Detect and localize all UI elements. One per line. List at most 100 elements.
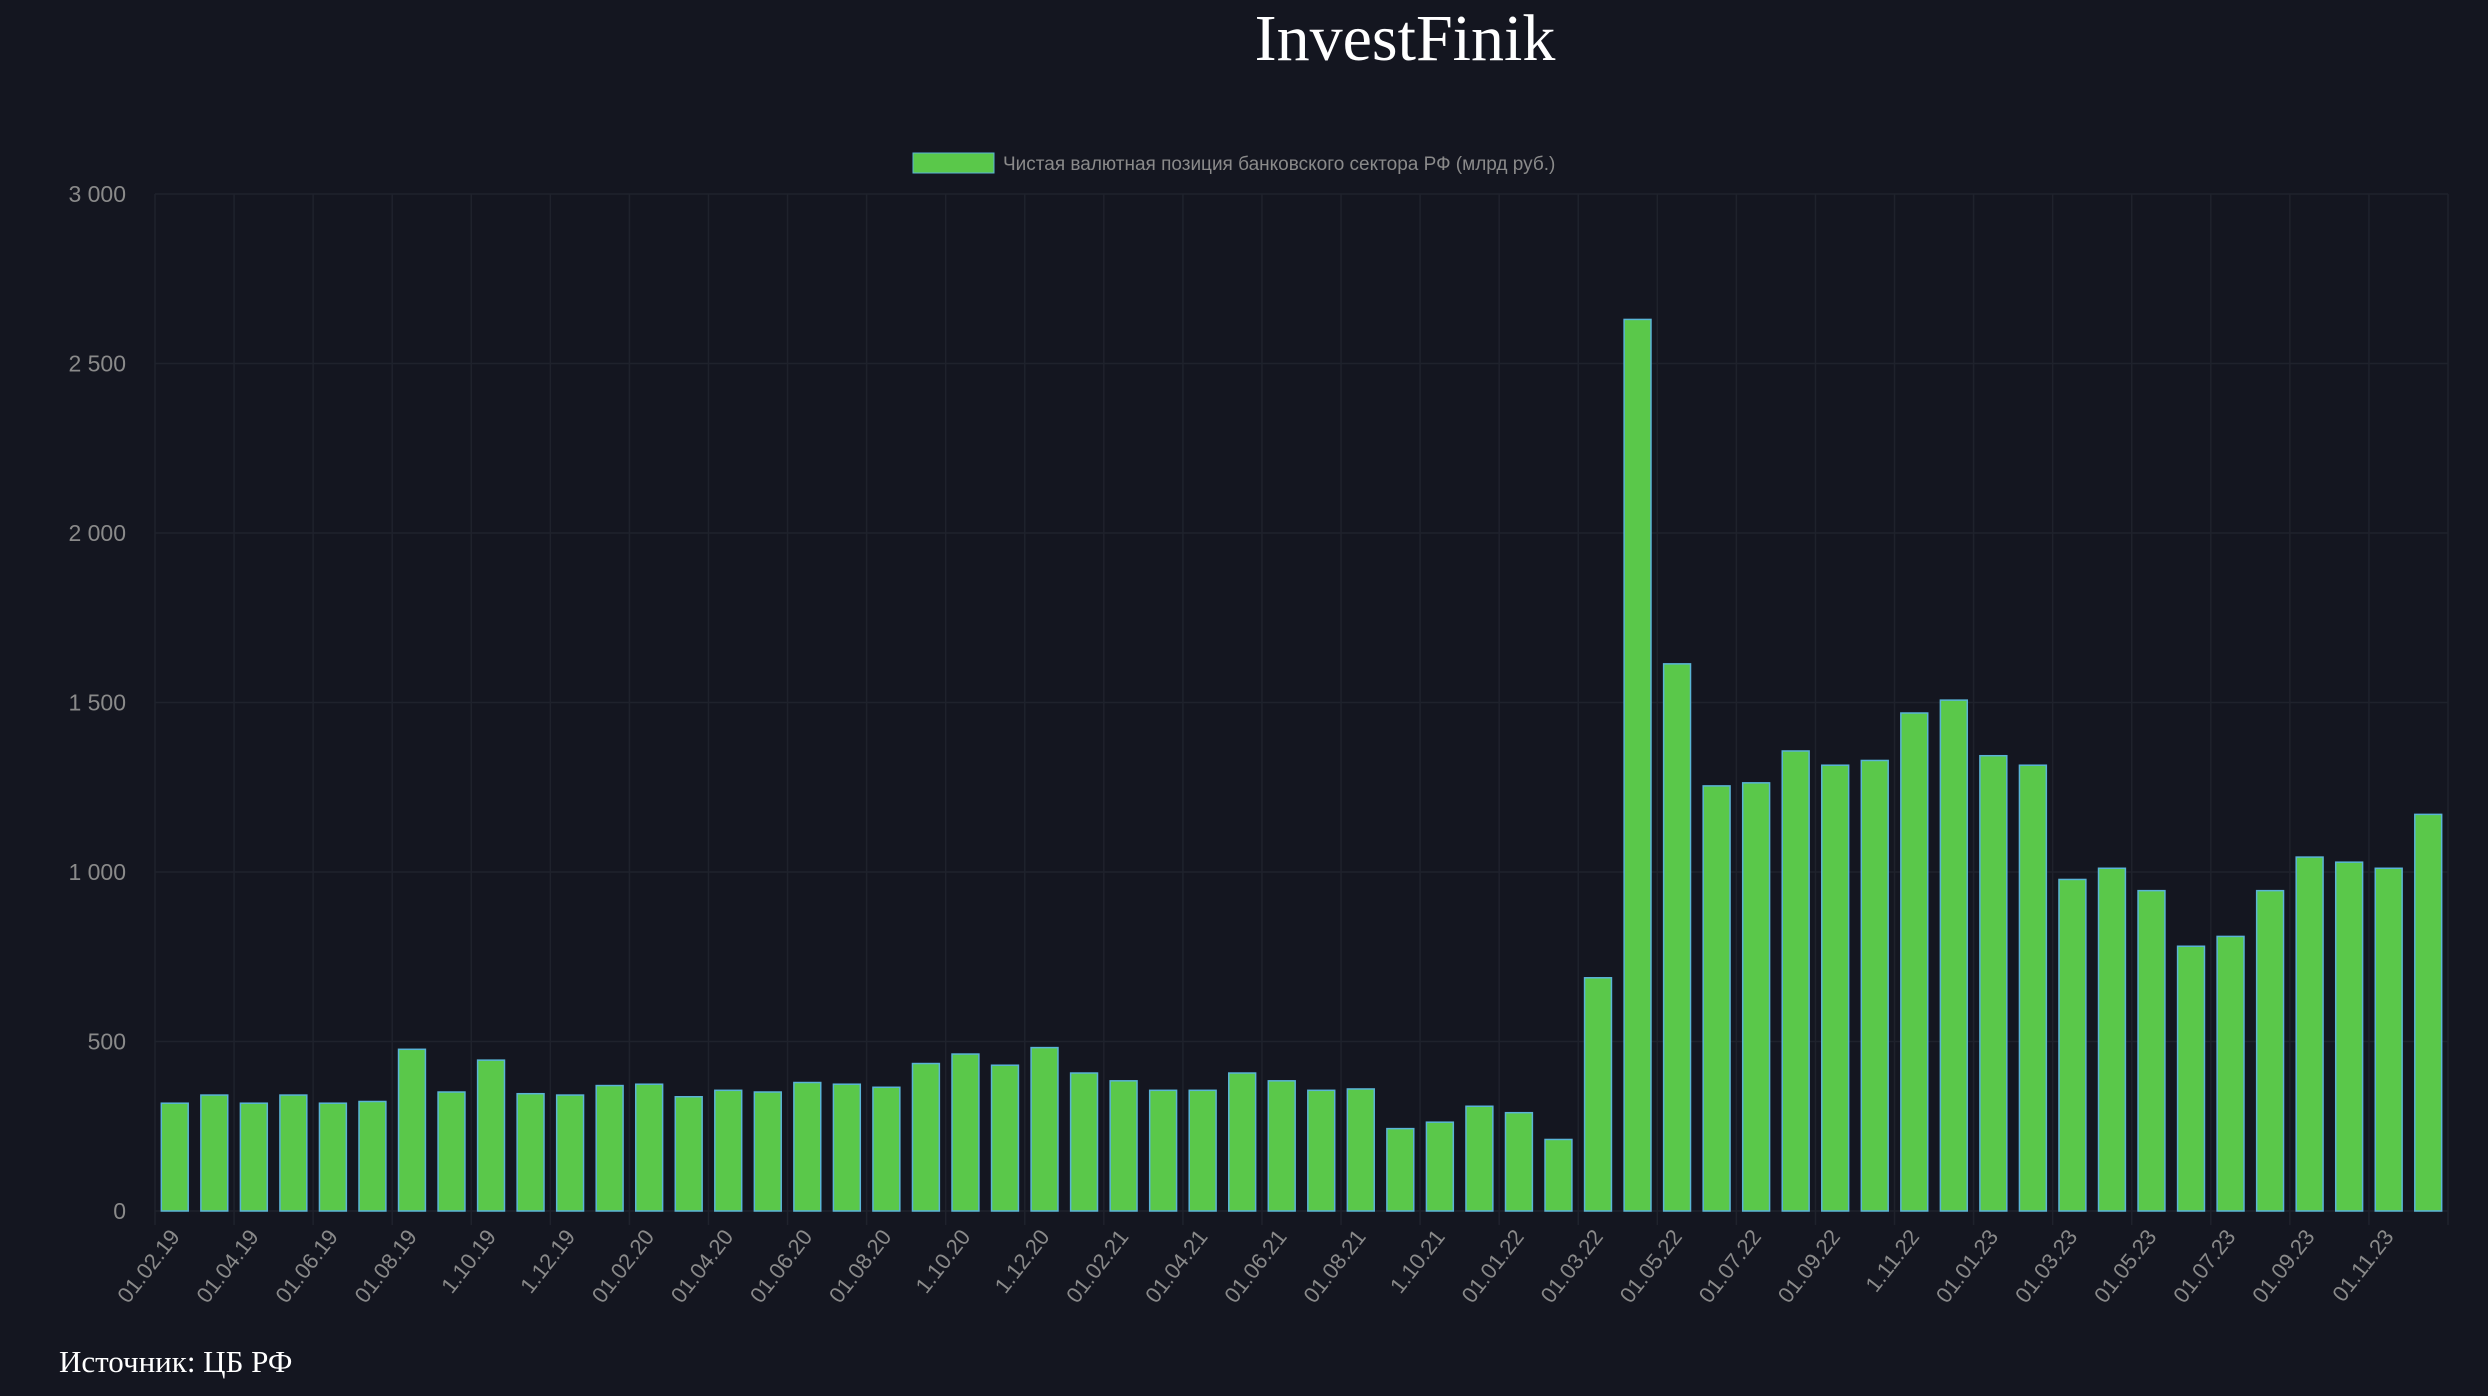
bar [2255,889,2285,1212]
x-tick-label: 01.08.20 [824,1225,896,1308]
bar [2295,856,2324,1212]
bar [279,1094,308,1212]
bar [358,1100,387,1212]
x-tick-label: 01.03.22 [1536,1225,1608,1308]
bar [200,1094,229,1212]
x-tick-label: 01.04.20 [666,1225,738,1308]
bar [1504,1111,1534,1212]
x-tick-label: 01.06.21 [1219,1225,1291,1308]
x-tick-label: 01.08.21 [1298,1225,1370,1308]
bar [397,1048,427,1212]
bar [1939,699,1969,1212]
x-tick-label: 1.10.21 [1385,1225,1450,1298]
bar [1307,1089,1336,1212]
bar [1860,759,1889,1212]
bar [1979,754,2008,1212]
bar [990,1064,1020,1212]
x-tick-label: 01.02.20 [587,1225,659,1308]
x-tick-label: 1.12.20 [990,1225,1055,1298]
x-tick-label: 01.04.19 [191,1225,263,1308]
bar [239,1102,269,1212]
bar [1030,1046,1059,1212]
x-tick-label: 01.08.19 [349,1225,421,1308]
x-tick-label: 01.02.21 [1061,1225,1133,1308]
bar [1425,1121,1455,1212]
bar [2097,867,2127,1212]
y-tick-label: 0 [113,1198,126,1224]
x-tick-label: 01.09.23 [2247,1225,2319,1308]
y-tick-label: 1 000 [68,859,126,885]
bar [1109,1080,1138,1212]
bar [1386,1127,1415,1212]
bar [2137,889,2166,1212]
source-note: Источник: ЦБ РФ [59,1344,292,1379]
x-tick-label: 01.11.23 [2327,1225,2398,1307]
bar [674,1096,703,1212]
bar [516,1092,545,1212]
bar [1900,712,1929,1212]
x-tick-label: 1.10.19 [436,1225,501,1298]
x-tick-label: 1.10.20 [911,1225,976,1298]
bar [2058,878,2087,1212]
bar [1069,1072,1099,1212]
bar [2216,935,2245,1212]
x-tick-label: 01.06.20 [745,1225,817,1308]
legend-label: Чистая валютная позиция банковского сект… [1003,154,1555,175]
bar [1465,1105,1494,1212]
legend[interactable]: Чистая валютная позиция банковского сект… [912,152,1555,175]
x-tick-label: 1.11.22 [1860,1225,1924,1297]
x-tick-label: 01.07.23 [2168,1225,2240,1308]
legend-swatch [912,152,995,174]
x-tick-label: 01.01.22 [1456,1225,1528,1308]
bar [1188,1089,1217,1212]
x-tick-label: 01.05.23 [2089,1225,2161,1308]
bar [714,1089,743,1212]
bar [793,1081,822,1212]
bar [1702,785,1731,1212]
bar [2414,813,2443,1212]
bar [951,1053,980,1212]
bar [1544,1138,1573,1212]
x-tick-label: 01.09.22 [1773,1225,1845,1308]
bar [1781,750,1810,1212]
y-tick-label: 3 000 [68,181,126,207]
bar [595,1084,624,1212]
y-tick-label: 2 000 [68,520,126,546]
bar [911,1062,941,1212]
bar [1662,663,1692,1212]
y-tick-label: 500 [88,1029,126,1055]
y-tick-label: 2 500 [68,351,126,377]
bar [437,1091,466,1212]
bar [634,1083,664,1212]
bar [753,1091,782,1212]
x-tick-label: 01.02.19 [112,1225,184,1308]
bar [1583,977,1613,1212]
bar [318,1102,348,1212]
bar [1346,1088,1375,1212]
bar [872,1086,901,1212]
bar [555,1094,585,1212]
bar [2374,867,2403,1212]
x-tick-label: 01.05.22 [1615,1225,1687,1308]
bar [1821,764,1850,1212]
x-tick-label: 01.03.23 [2010,1225,2082,1308]
bar [1148,1089,1178,1212]
bar [832,1083,862,1212]
bar [1623,318,1652,1212]
bar [1228,1072,1257,1212]
bar [2176,945,2206,1212]
y-tick-label: 1 500 [68,690,126,716]
bar [1741,782,1771,1212]
bar [1267,1080,1296,1212]
bar [476,1059,506,1212]
bar [2334,861,2364,1212]
chart-title: InvestFinik [1255,2,1556,75]
x-tick-label: 1.12.19 [515,1225,580,1298]
x-tick-label: 01.04.21 [1140,1225,1212,1308]
x-tick-label: 01.06.19 [270,1225,342,1308]
bar [160,1102,189,1212]
x-tick-label: 01.07.22 [1694,1225,1766,1308]
x-tick-label: 01.01.23 [1931,1225,2003,1308]
bar [2018,764,2048,1212]
